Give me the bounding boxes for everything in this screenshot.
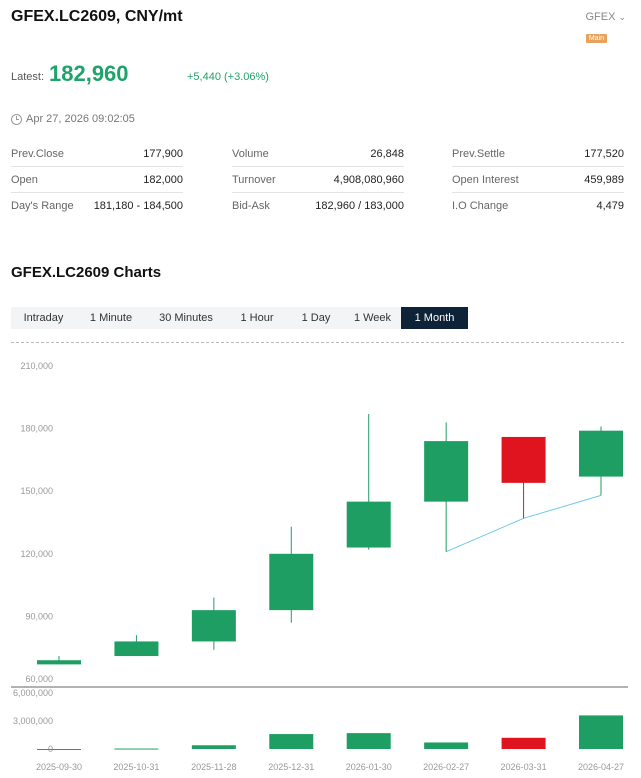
stat-value: 177,900	[143, 147, 183, 160]
volume-bar	[37, 749, 81, 750]
price-tick-label: 120,000	[20, 549, 53, 559]
date-tick-label: 2025-12-31	[268, 762, 314, 772]
volume-tick-label: 6,000,000	[13, 688, 53, 698]
date-tick-label: 2026-03-31	[501, 762, 547, 772]
stat-label: Volume	[232, 147, 269, 160]
stat-row: Open Interest 459,989	[452, 167, 624, 193]
tab-1-week[interactable]: 1 Week	[353, 312, 392, 324]
volume-bar	[424, 742, 469, 749]
volume-bar	[579, 715, 623, 749]
tab-1-hour[interactable]: 1 Hour	[240, 312, 274, 324]
stat-label: Turnover	[232, 173, 276, 186]
stat-row: Turnover 4,908,080,960	[232, 167, 404, 193]
volume-bar	[346, 733, 391, 749]
tab-1-month[interactable]: 1 Month	[401, 307, 468, 329]
tab-30-minutes[interactable]: 30 Minutes	[159, 312, 213, 324]
price-tick-label: 60,000	[25, 674, 53, 684]
exchange-selector[interactable]: GFEX ⌄	[586, 11, 627, 23]
tab-1-day[interactable]: 1 Day	[301, 312, 331, 324]
stat-row: Prev.Close 177,900	[11, 141, 183, 167]
stat-value: 177,520	[584, 147, 624, 160]
stat-row: I.O Change 4,479	[452, 193, 624, 219]
stat-value: 4,479	[596, 200, 624, 212]
stat-label: Prev.Close	[11, 147, 64, 160]
date-tick-label: 2025-11-28	[191, 762, 236, 772]
stat-value: 4,908,080,960	[333, 173, 404, 186]
price-change: +5,440 (+3.06%)	[187, 71, 269, 83]
volume-bar	[191, 745, 236, 749]
stats-column-3: Prev.Settle 177,520 Open Interest 459,989 …	[452, 141, 624, 219]
volume-bar	[114, 748, 159, 750]
candle-body	[269, 553, 314, 611]
stat-label: Bid-Ask	[232, 200, 270, 212]
candle-body	[501, 436, 546, 483]
stat-label: Prev.Settle	[452, 147, 505, 160]
stat-value: 182,000	[143, 173, 183, 186]
candle-body	[37, 660, 81, 665]
instrument-title: GFEX.LC2609, CNY/mt	[11, 8, 183, 25]
candle-body	[424, 441, 469, 502]
stat-label: Open Interest	[452, 173, 519, 186]
candle-body	[191, 610, 236, 642]
date-tick-label: 2026-02-27	[423, 762, 469, 772]
main-contract-badge: Main	[585, 34, 607, 43]
volume-tick-label: 3,000,000	[13, 716, 53, 726]
stat-value: 182,960 / 183,000	[315, 200, 404, 212]
stat-row: Day's Range 181,180 - 184,500	[11, 193, 183, 219]
chevron-down-icon: ⌄	[618, 11, 626, 22]
stat-value: 181,180 - 184,500	[93, 200, 183, 212]
chart-period-tabs: Intraday 1 Minute 30 Minutes 1 Hour 1 Da…	[11, 307, 468, 329]
price-tick-label: 90,000	[25, 611, 53, 621]
stats-column-2: Volume 26,848 Turnover 4,908,080,960 Bid-A…	[232, 141, 404, 219]
stat-row: Open 182,000	[11, 167, 183, 193]
stats-column-1: Prev.Close 177,900 Open 182,000 Day's Rang…	[11, 141, 183, 219]
stat-row: Prev.Settle 177,520	[452, 141, 624, 167]
chart-divider	[11, 342, 624, 343]
stat-value: 26,848	[370, 147, 404, 160]
timestamp-text: Apr 27, 2026 09:02:05	[26, 113, 135, 125]
date-tick-label: 2025-10-31	[113, 762, 159, 772]
volume-bar	[501, 737, 546, 749]
clock-icon	[11, 113, 22, 125]
stat-label: Day's Range	[11, 200, 74, 212]
price-tick-label: 180,000	[20, 424, 53, 434]
quote-timestamp: Apr 27, 2026 09:02:05	[11, 113, 135, 125]
price-tick-label: 150,000	[20, 486, 53, 496]
candle-body	[114, 641, 159, 657]
latest-price: 182,960	[49, 61, 129, 86]
stat-value: 459,989	[584, 173, 624, 186]
stat-label: Open	[11, 173, 38, 186]
tab-1-minute[interactable]: 1 Minute	[89, 312, 133, 324]
date-tick-label: 2026-01-30	[346, 762, 392, 772]
charts-title: GFEX.LC2609 Charts	[11, 264, 162, 281]
volume-bar	[269, 734, 314, 749]
exchange-label: GFEX	[585, 11, 616, 23]
price-tick-label: 210,000	[20, 361, 53, 371]
latest-label: Latest:	[11, 71, 45, 83]
candle-body	[579, 430, 623, 477]
date-tick-label: 2026-04-27	[578, 762, 624, 772]
candlestick-chart[interactable]: 210,000 180,000 150,000 120,000 90,000 60,000…	[0, 350, 641, 778]
date-tick-label: 2025-09-30	[36, 762, 82, 772]
tab-intraday[interactable]: Intraday	[23, 312, 64, 324]
stat-row: Bid-Ask 182,960 / 183,000	[232, 193, 404, 219]
stat-label: I.O Change	[452, 200, 509, 212]
stat-row: Volume 26,848	[232, 141, 404, 167]
candle-body	[346, 501, 391, 548]
